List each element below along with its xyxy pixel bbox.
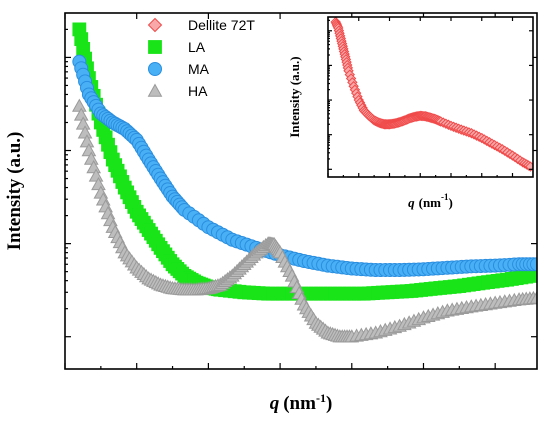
- inset-data-points: [330, 17, 533, 172]
- inset-y-axis-title: Intensity (a.u.): [287, 56, 302, 137]
- legend: Dellite 72T LA MA HA: [147, 17, 255, 99]
- x-axis-var: q: [270, 393, 280, 414]
- triangle-point: [91, 176, 106, 191]
- data-points: [71, 22, 537, 343]
- inset-x-axis-title: q (nm-1): [408, 192, 453, 210]
- x-axis-close: ): [326, 393, 332, 414]
- x-axis-unit: (nm: [283, 393, 316, 414]
- legend-label: HA: [188, 83, 208, 99]
- x-axis-sup: -1: [316, 391, 326, 405]
- legend-item-dellite-72t: Dellite 72T: [147, 17, 255, 33]
- y-axis-title: Intensity (a.u.): [4, 132, 25, 251]
- legend-item-ha: HA: [147, 83, 208, 99]
- series-ma: [72, 54, 537, 278]
- legend-label: LA: [188, 39, 206, 55]
- legend-triangle-marker: [147, 83, 163, 97]
- circle-point: [530, 257, 537, 272]
- triangle-point: [71, 98, 87, 112]
- legend-item-ma: MA: [148, 61, 210, 77]
- legend-item-la: LA: [148, 39, 206, 55]
- triangle-point: [83, 151, 99, 165]
- inset-x-axis-unit: (nm: [419, 195, 442, 210]
- legend-square-marker: [148, 40, 162, 54]
- plot-frame: [64, 12, 538, 370]
- inset-series-dellite-72t: [330, 17, 533, 172]
- legend-label: Dellite 72T: [188, 17, 255, 33]
- triangle-point: [86, 159, 102, 174]
- inset-x-axis-var: q: [408, 195, 415, 210]
- main-plot: q (nm-1)Intensity (a.u.): [4, 12, 538, 414]
- legend-diamond-marker: [147, 17, 163, 33]
- legend-circle-marker: [148, 62, 162, 76]
- triangle-point: [81, 142, 97, 157]
- x-axis-title: q (nm-1): [270, 391, 333, 414]
- inset-x-axis-sup: -1: [441, 192, 449, 202]
- triangle-point: [529, 290, 537, 304]
- legend-label: MA: [188, 61, 210, 77]
- inset-plot-frame: [327, 16, 534, 178]
- square-point: [524, 269, 537, 283]
- series-ha: [71, 98, 537, 343]
- triangle-point: [88, 168, 104, 182]
- inset-plot: q (nm-1) Intensity (a.u.): [287, 16, 534, 210]
- inset-x-axis-close: ): [449, 195, 453, 210]
